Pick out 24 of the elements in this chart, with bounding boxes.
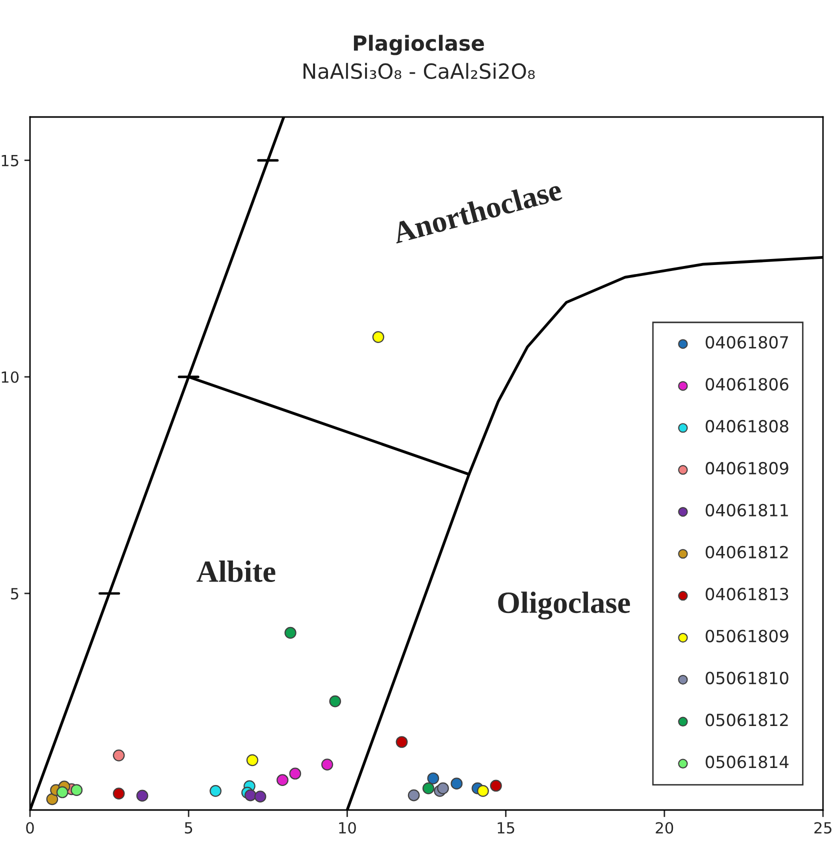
legend-label: 04061807 [706, 336, 788, 349]
chart-title: Plagioclase [354, 34, 484, 56]
legend-label: 04061809 [706, 462, 788, 474]
legend-label: 04061806 [706, 378, 788, 391]
legend-label: 05061810 [706, 672, 788, 684]
legend-label: 04061808 [706, 420, 788, 433]
y-tick-label: 5 [11, 588, 18, 600]
x-tick-label: 0 [26, 822, 34, 834]
y-tick-label: 15 [2, 154, 18, 166]
x-tick-label: 20 [656, 822, 674, 834]
y-tick-label: 10 [2, 371, 19, 383]
chart-subtitle: NaAlSi₃O₈ - CaAl₂Si2O₈ [304, 62, 535, 80]
legend-label: 04061811 [706, 504, 788, 516]
x-tick-label: 5 [184, 822, 192, 834]
x-tick-label: 10 [339, 822, 356, 834]
legend-label: 05061812 [706, 714, 788, 726]
legend-label: 04061812 [706, 546, 788, 558]
annotation: Oligoclase [498, 592, 630, 620]
legend-label: 05061809 [706, 630, 788, 642]
x-tick-label: 25 [814, 822, 832, 834]
legend-label: 04061813 [706, 588, 788, 600]
annotation: Albite [196, 560, 276, 582]
legend-label: 05061814 [706, 756, 788, 768]
x-tick-label: 15 [498, 822, 514, 834]
